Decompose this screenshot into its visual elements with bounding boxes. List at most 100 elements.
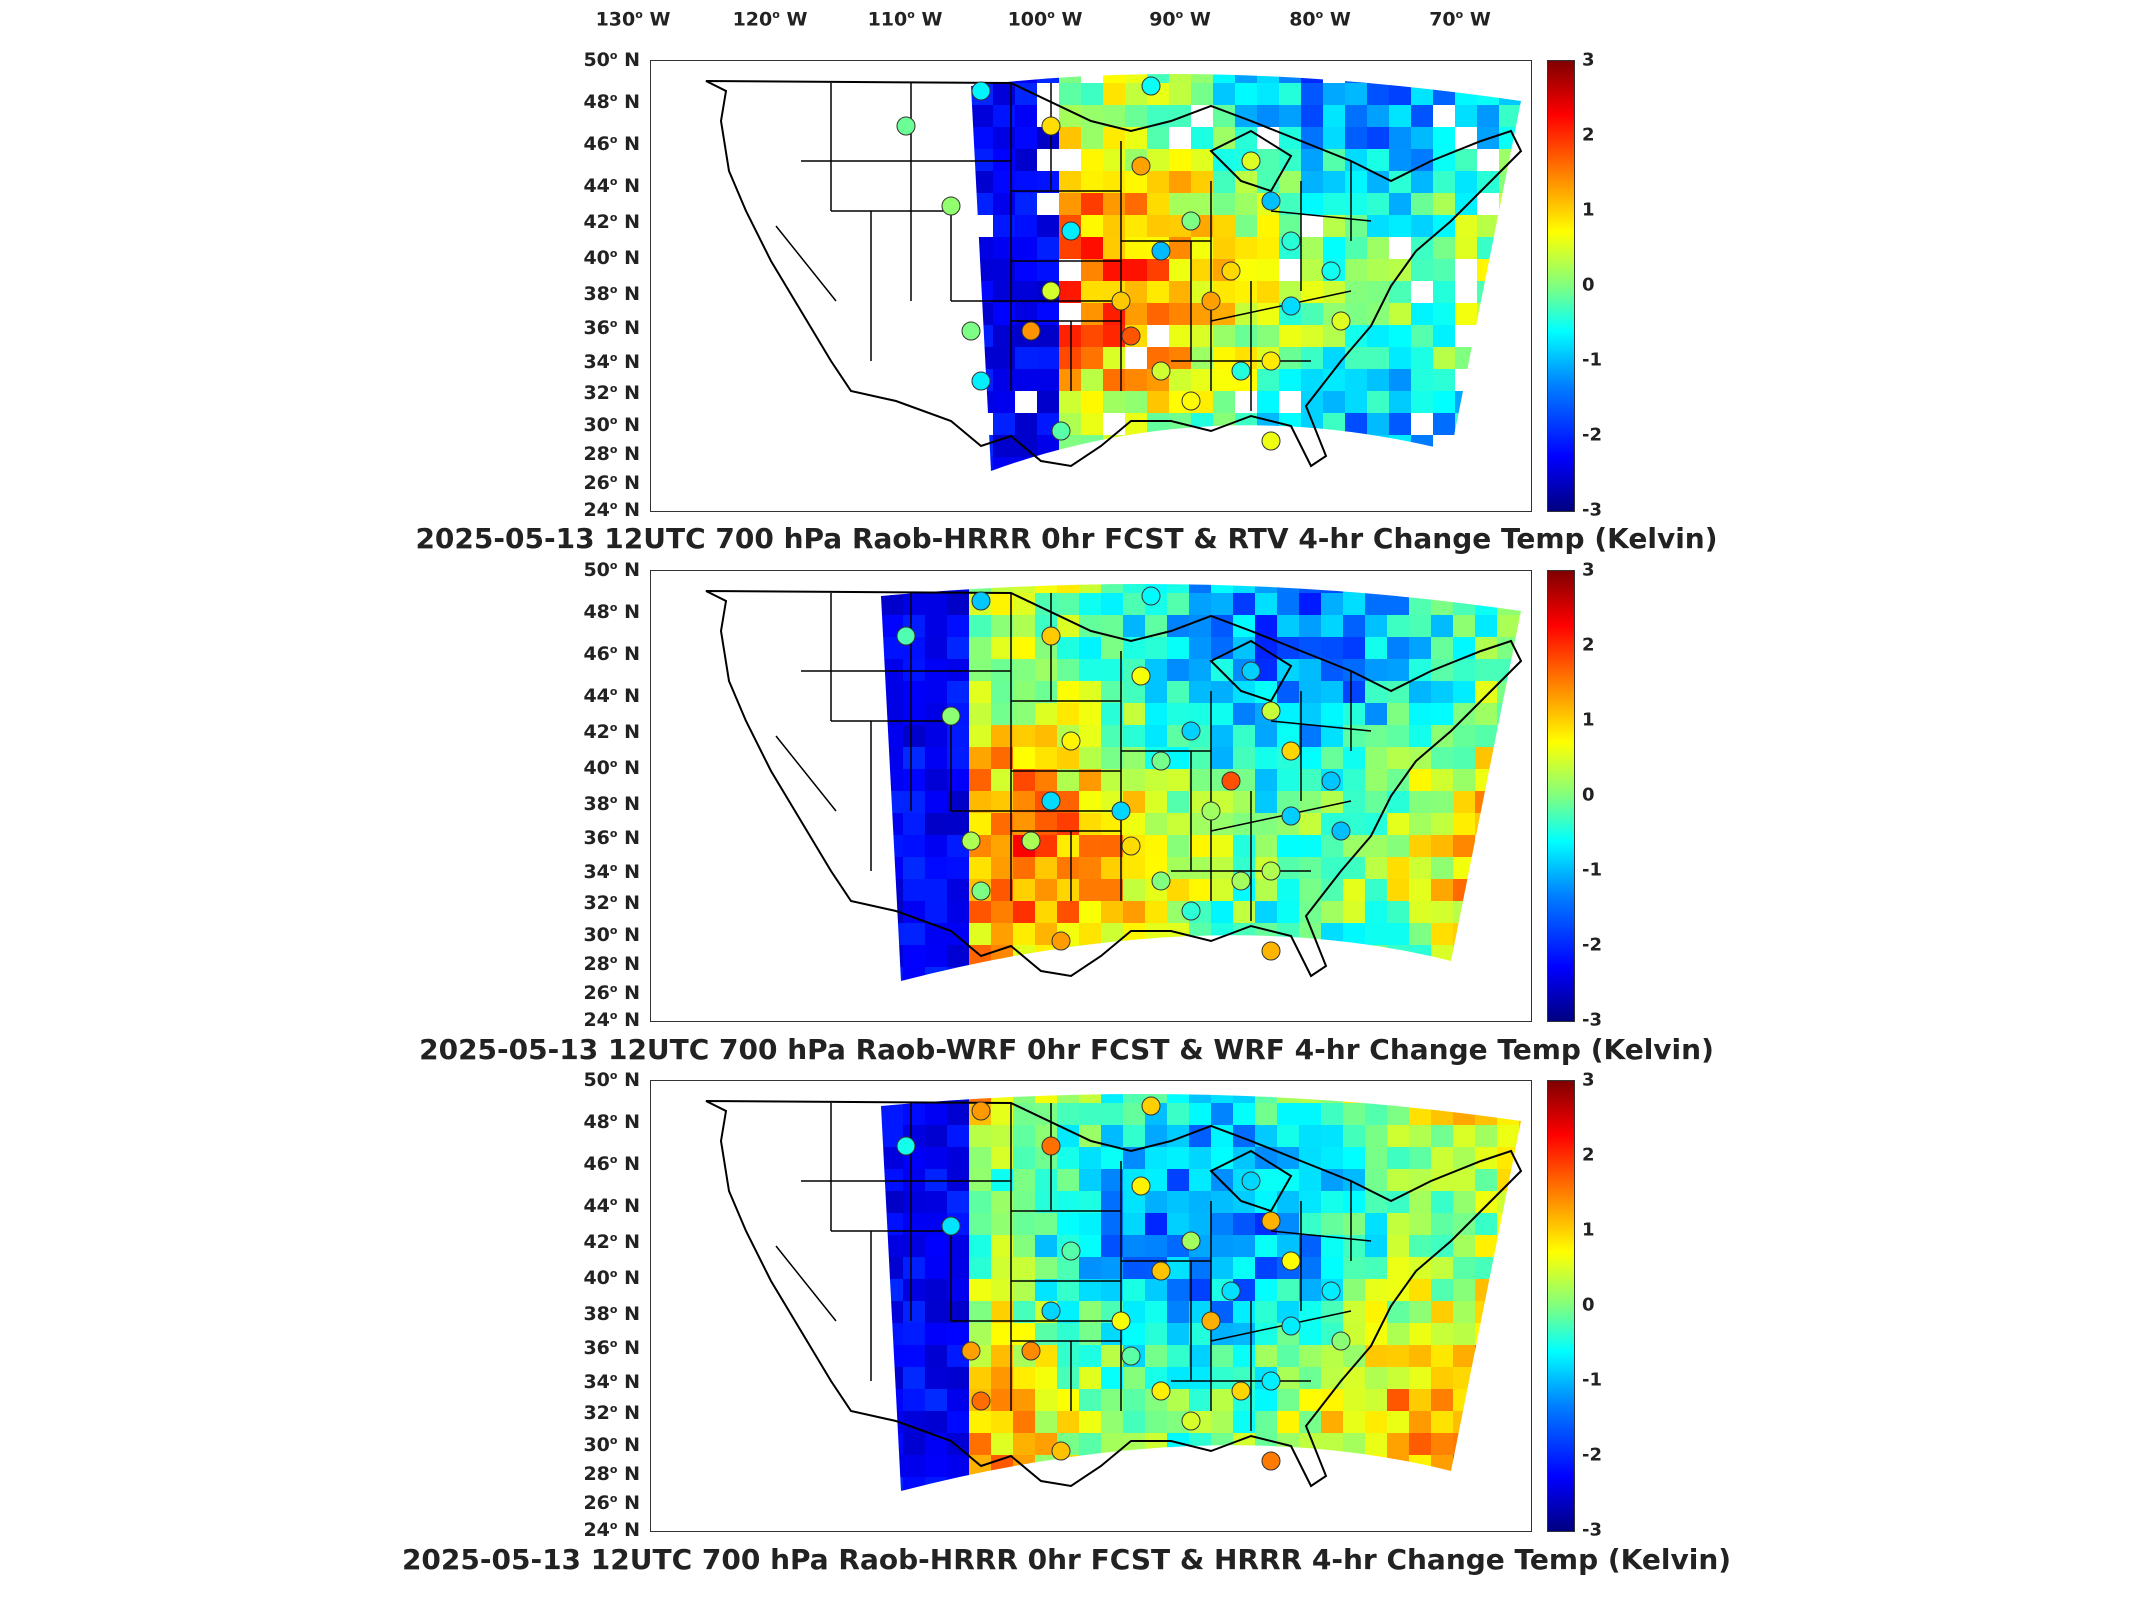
field-cell bbox=[881, 1367, 903, 1389]
field-cell bbox=[903, 584, 925, 593]
field-cell bbox=[1279, 457, 1301, 471]
field-cell bbox=[1035, 967, 1057, 981]
field-cell bbox=[1211, 857, 1233, 879]
field-cell bbox=[1277, 593, 1299, 615]
lon-suffix: W bbox=[786, 8, 808, 31]
field-cell bbox=[993, 105, 1015, 127]
latitude-label: 32o N bbox=[583, 381, 640, 405]
field-cell bbox=[1343, 1477, 1365, 1491]
lat-suffix: N bbox=[624, 382, 640, 405]
field-cell bbox=[1123, 1389, 1145, 1411]
field-cell bbox=[1519, 879, 1521, 901]
lon-value: 110 bbox=[867, 8, 908, 31]
field-cell bbox=[1367, 127, 1389, 149]
field-cell bbox=[1323, 215, 1345, 237]
lat-value: 38 bbox=[583, 283, 610, 306]
field-cell bbox=[947, 1433, 969, 1455]
field-cell bbox=[971, 105, 993, 127]
field-cell bbox=[903, 725, 925, 747]
field-cell bbox=[969, 637, 991, 659]
field-cell bbox=[1279, 325, 1301, 347]
field-cell bbox=[1059, 369, 1081, 391]
field-cell bbox=[1035, 681, 1057, 703]
field-cell bbox=[1079, 1279, 1101, 1301]
field-cell bbox=[1235, 281, 1257, 303]
field-cell bbox=[1499, 105, 1521, 127]
raob-station-marker bbox=[1281, 1316, 1301, 1336]
field-cell bbox=[1233, 725, 1255, 747]
field-cell bbox=[1323, 127, 1345, 149]
colorbar-tick-label: 3 bbox=[1582, 49, 1595, 71]
latitude-label: 26o N bbox=[583, 981, 640, 1005]
raob-station-marker bbox=[1131, 1176, 1151, 1196]
field-cell bbox=[1499, 237, 1521, 259]
field-cell bbox=[1211, 1455, 1233, 1477]
field-cell bbox=[1409, 1389, 1431, 1411]
field-cell bbox=[1365, 703, 1387, 725]
field-cell bbox=[1015, 171, 1037, 193]
state-border bbox=[775, 735, 837, 812]
field-cell bbox=[1079, 835, 1101, 857]
field-cell bbox=[1233, 1499, 1255, 1521]
raob-station-marker bbox=[1331, 311, 1351, 331]
field-cell bbox=[1453, 1433, 1475, 1455]
field-cell bbox=[1279, 149, 1301, 171]
field-cell bbox=[1057, 1301, 1079, 1323]
field-cell bbox=[1015, 237, 1037, 259]
field-cell bbox=[925, 1103, 947, 1125]
field-cell bbox=[1453, 945, 1475, 967]
field-cell bbox=[1453, 769, 1475, 791]
field-cell bbox=[1365, 584, 1387, 593]
field-cell bbox=[903, 1257, 925, 1279]
colorbar-tick-label: -2 bbox=[1582, 424, 1602, 446]
field-cell bbox=[903, 901, 925, 923]
field-cell bbox=[1255, 813, 1277, 835]
field-cell bbox=[1321, 1499, 1343, 1521]
field-cell bbox=[947, 1521, 969, 1531]
field-cell bbox=[1211, 901, 1233, 923]
field-cell bbox=[1013, 1367, 1035, 1389]
field-cell bbox=[1277, 637, 1299, 659]
field-cell bbox=[1035, 835, 1057, 857]
field-cell bbox=[1059, 457, 1081, 471]
field-cell bbox=[1079, 1191, 1101, 1213]
coastline bbox=[705, 80, 1523, 468]
field-cell bbox=[1189, 1521, 1211, 1531]
lat-value: 32 bbox=[583, 1402, 610, 1425]
field-cell bbox=[993, 501, 1015, 511]
field-cell bbox=[971, 347, 993, 369]
field-cell bbox=[1299, 1389, 1321, 1411]
field-cell bbox=[971, 303, 993, 325]
field-cell bbox=[1257, 325, 1279, 347]
field-cell bbox=[1255, 1411, 1277, 1433]
field-cell bbox=[1167, 769, 1189, 791]
field-cell bbox=[903, 1389, 925, 1411]
lon-suffix: W bbox=[1189, 8, 1211, 31]
field-cell bbox=[1145, 725, 1167, 747]
lat-suffix: N bbox=[624, 860, 640, 883]
field-cell bbox=[1125, 237, 1147, 259]
field-cell bbox=[1257, 303, 1279, 325]
field-cell bbox=[1079, 747, 1101, 769]
field-cell bbox=[1321, 1477, 1343, 1491]
field-cell bbox=[947, 725, 969, 747]
field-cell bbox=[1125, 457, 1147, 471]
field-cell bbox=[925, 1301, 947, 1323]
field-cell bbox=[1475, 1499, 1497, 1521]
field-cell bbox=[1101, 659, 1123, 681]
field-cell bbox=[1191, 325, 1213, 347]
field-cell bbox=[1101, 1279, 1123, 1301]
field-cell bbox=[1497, 1455, 1519, 1477]
field-cell bbox=[925, 1257, 947, 1279]
field-cell bbox=[1519, 967, 1521, 981]
field-cell bbox=[1145, 923, 1167, 945]
field-cell bbox=[1431, 1499, 1453, 1521]
field-cell bbox=[903, 1433, 925, 1455]
field-cell bbox=[1015, 369, 1037, 391]
field-cell bbox=[1145, 1235, 1167, 1257]
field-cell bbox=[1059, 347, 1081, 369]
lat-suffix: N bbox=[624, 757, 640, 780]
field-cell bbox=[1431, 945, 1453, 967]
field-cell bbox=[1145, 637, 1167, 659]
field-cell bbox=[1475, 593, 1497, 615]
